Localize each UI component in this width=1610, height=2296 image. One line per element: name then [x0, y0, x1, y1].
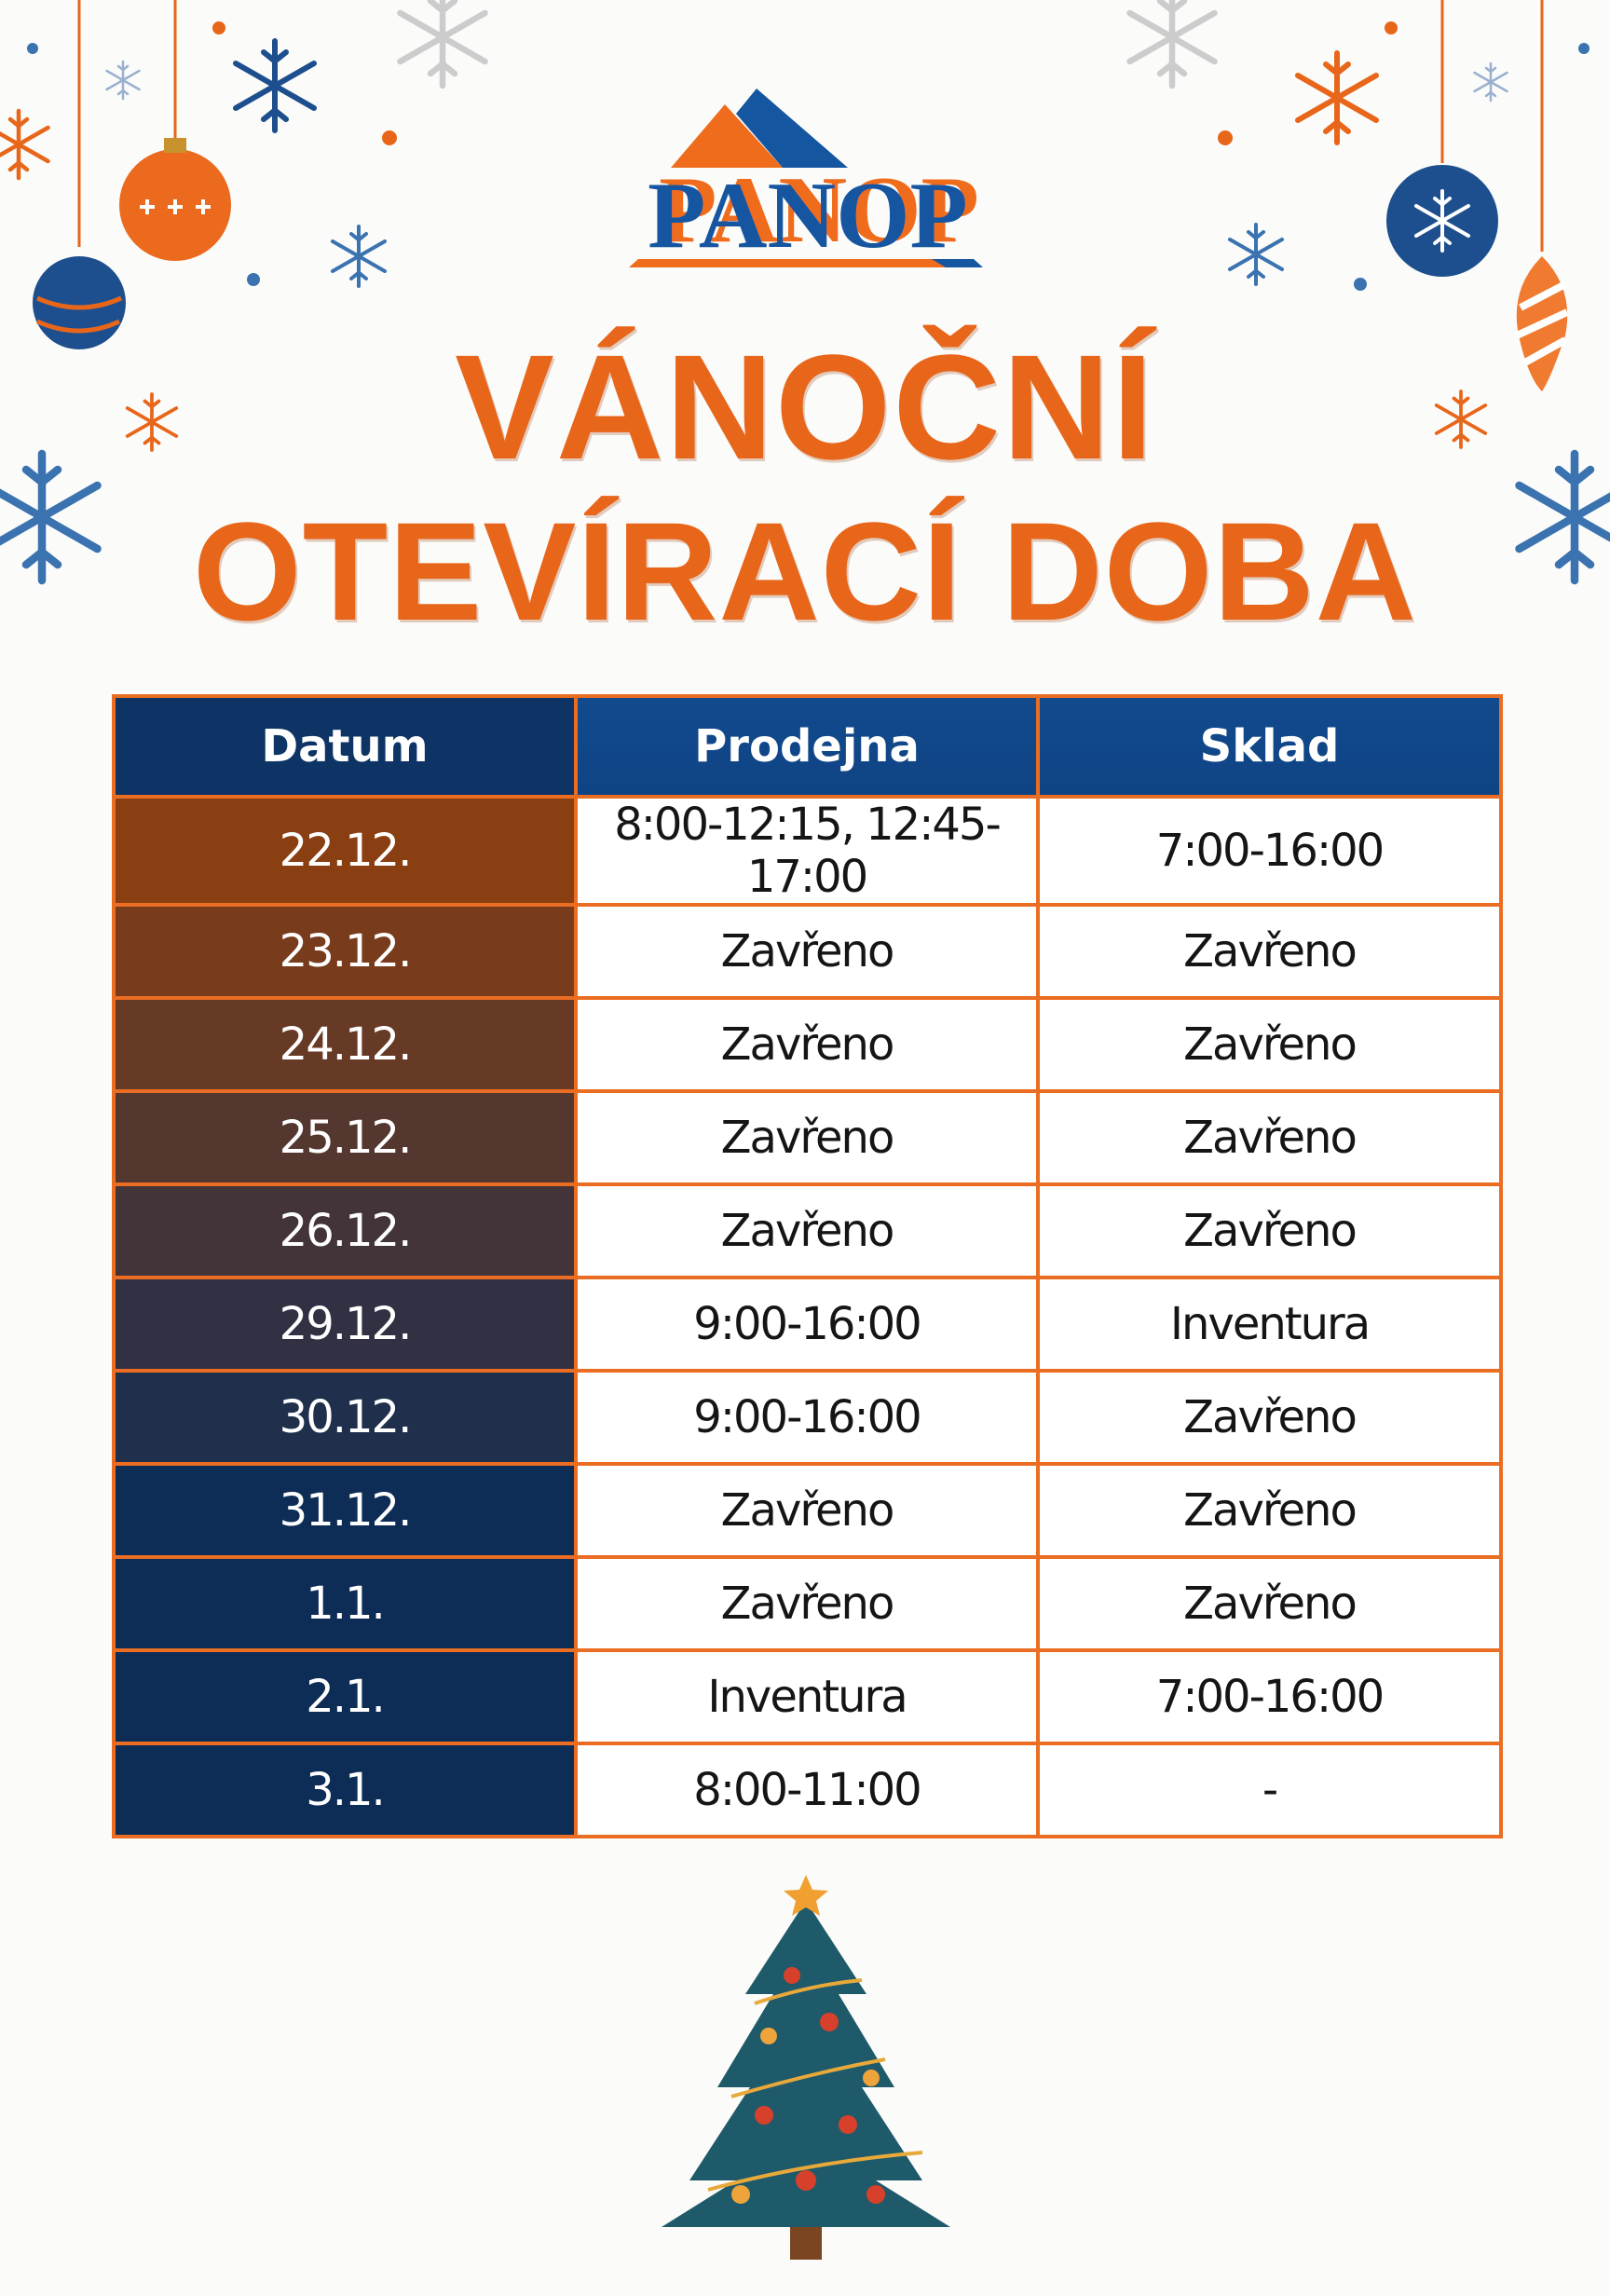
table-row: 22.12. 8:00-12:15, 12:45-17:00 7:00-16:00 [112, 795, 1503, 907]
snowflake-icon [333, 226, 385, 286]
cell-prodejna: 9:00-16:00 [574, 1369, 1040, 1466]
panop-logo: PANOP [629, 89, 983, 268]
cell-prodejna: 8:00-11:00 [574, 1742, 1040, 1838]
cell-date: 29.12. [112, 1276, 578, 1373]
table-row: 23.12. Zavřeno Zavřeno [112, 903, 1503, 1000]
cell-prodejna: Zavřeno [574, 903, 1040, 1000]
opening-hours-table: Datum Prodejna Sklad 22.12. 8:00-12:15, 1… [112, 694, 1503, 1838]
header-prodejna: Prodejna [574, 694, 1040, 799]
cell-date: 31.12. [112, 1462, 578, 1559]
ornament-icon [33, 0, 126, 349]
cell-sklad: Zavřeno [1036, 1369, 1503, 1466]
snowflake-icon [1230, 225, 1282, 284]
table-row: 24.12. Zavřeno Zavřeno [112, 996, 1503, 1093]
cell-date: 2.1. [112, 1648, 578, 1745]
cell-prodejna: Zavřeno [574, 1089, 1040, 1186]
cell-prodejna: Zavřeno [574, 1182, 1040, 1279]
header-sklad: Sklad [1036, 694, 1503, 799]
cell-date: 23.12. [112, 903, 578, 1000]
christmas-decorations [0, 0, 1610, 652]
ornament-icon [119, 0, 231, 261]
cell-sklad: - [1036, 1742, 1503, 1838]
table-row: 31.12. Zavřeno Zavřeno [112, 1462, 1503, 1559]
title-line-1: VÁNOČNÍ [455, 323, 1155, 490]
cell-prodejna: Zavřeno [574, 1462, 1040, 1559]
christmas-tree-icon [662, 1875, 950, 2260]
snowflake-icon [236, 41, 314, 130]
cell-sklad: 7:00-16:00 [1036, 795, 1503, 907]
table-row: 3.1. 8:00-11:00- [112, 1742, 1503, 1838]
table-row: 30.12. 9:00-16:00 Zavřeno [112, 1369, 1503, 1466]
cell-date: 24.12. [112, 996, 578, 1093]
table-row: 2.1. Inventura 7:00-16:00 [112, 1648, 1503, 1745]
logo-text: PANOP [648, 163, 968, 268]
ornament-icon [1515, 0, 1569, 391]
snowflake-icon [105, 60, 141, 101]
snowflake-icon [1130, 0, 1215, 86]
snowflake-icon [401, 0, 485, 86]
cell-date: 25.12. [112, 1089, 578, 1186]
cell-sklad: Zavřeno [1036, 1462, 1503, 1559]
cell-sklad: Zavřeno [1036, 1089, 1503, 1186]
cell-prodejna: 8:00-12:15, 12:45-17:00 [574, 795, 1040, 907]
cell-prodejna: Inventura [574, 1648, 1040, 1745]
table-header-row: Datum Prodejna Sklad [112, 694, 1503, 799]
snowflake-icon [0, 111, 48, 178]
cell-prodejna: Zavřeno [574, 996, 1040, 1093]
cell-sklad: Zavřeno [1036, 1182, 1503, 1279]
cell-sklad: Zavřeno [1036, 996, 1503, 1093]
cell-date: 22.12. [112, 795, 578, 907]
cell-date: 1.1. [112, 1555, 578, 1652]
cell-date: 26.12. [112, 1182, 578, 1279]
ornament-icon [1386, 0, 1498, 277]
cell-prodejna: Zavřeno [574, 1555, 1040, 1652]
cell-date: 30.12. [112, 1369, 578, 1466]
cell-prodejna: 9:00-16:00 [574, 1276, 1040, 1373]
table-row: 25.12. Zavřeno Zavřeno [112, 1089, 1503, 1186]
star-icon [784, 1875, 828, 1916]
cell-date: 3.1. [112, 1742, 578, 1838]
table-row: 1.1. Zavřeno Zavřeno [112, 1555, 1503, 1652]
snowflake-icon [1473, 62, 1508, 102]
snowflake-icon [1298, 53, 1376, 143]
table-row: 26.12. Zavřeno Zavřeno [112, 1182, 1503, 1279]
title-line-2: OTEVÍRACÍ DOBA [192, 493, 1418, 649]
cell-sklad: Zavřeno [1036, 903, 1503, 1000]
table-row: 29.12. 9:00-16:00 Inventura [112, 1276, 1503, 1373]
cell-sklad: Zavřeno [1036, 1555, 1503, 1652]
cell-sklad: Inventura [1036, 1276, 1503, 1373]
cell-sklad: 7:00-16:00 [1036, 1648, 1503, 1745]
header-datum: Datum [112, 694, 578, 799]
